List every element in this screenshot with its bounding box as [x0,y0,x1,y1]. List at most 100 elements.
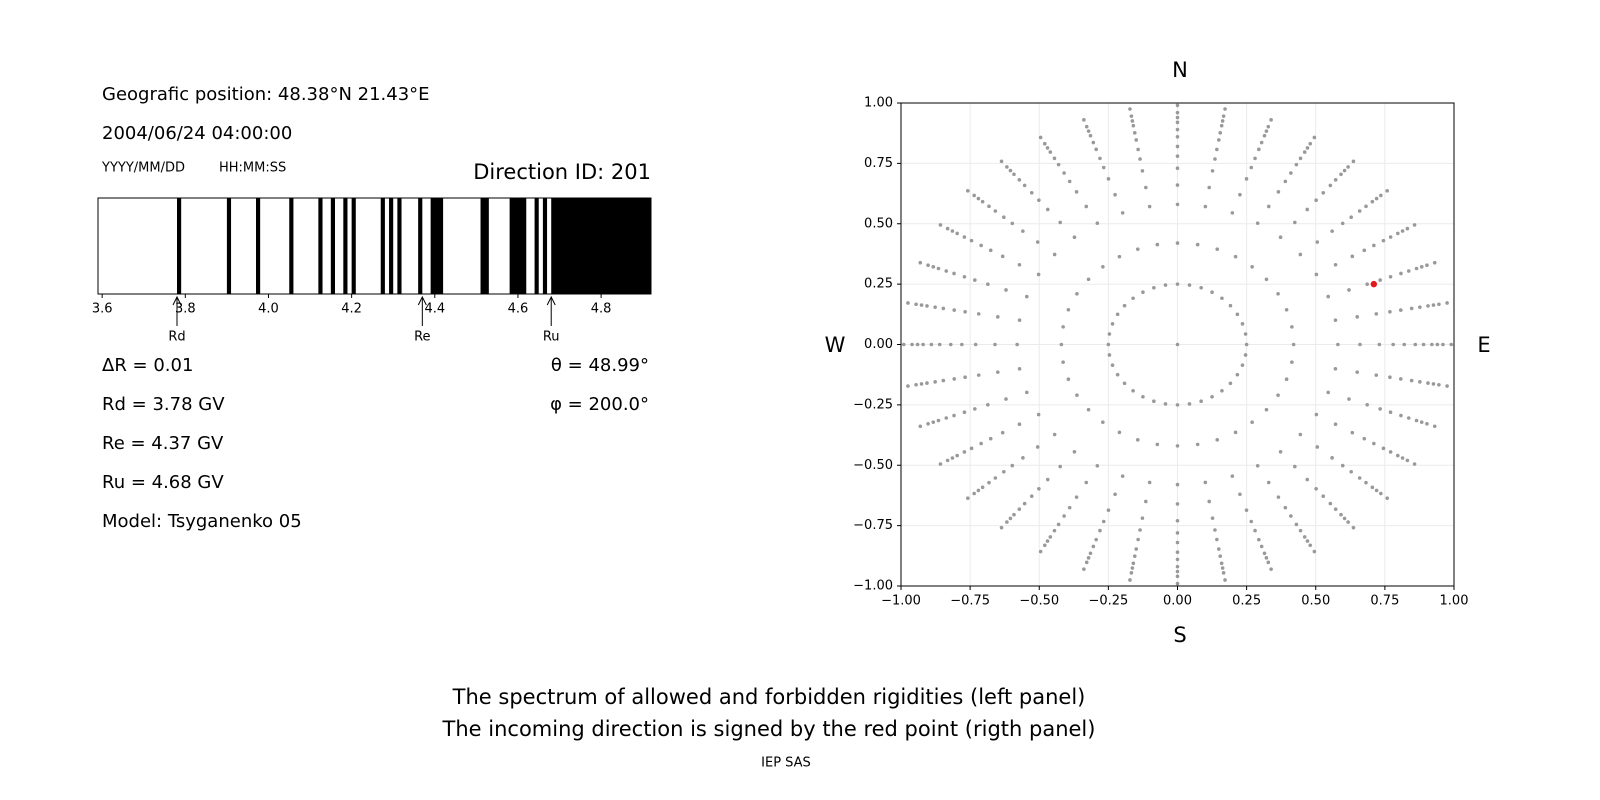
rd-value: Rd = 3.78 GV [102,394,225,415]
forbidden-band [289,198,294,294]
grid-point [1253,156,1257,161]
grid-point [980,199,985,204]
grid-point [1357,476,1362,480]
forbidden-band [380,198,385,294]
grid-point [1131,296,1135,301]
grid-point [1385,496,1389,500]
y-tick-label: 0.75 [864,156,893,171]
grid-point [1418,305,1422,309]
grid-point [1220,566,1225,570]
grid-point [1175,518,1180,523]
grid-point [962,274,967,279]
grid-point [1084,480,1089,485]
grid-point [1276,190,1281,194]
plot-frame [900,102,1455,587]
y-tick-label: −0.25 [853,397,893,412]
grid-point [962,235,967,239]
grid-point [1101,420,1105,424]
caption: The incoming direction is signed by the … [442,717,1096,741]
grid-point [1336,342,1340,347]
grid-point [936,266,941,271]
grid-point [1120,474,1125,478]
grid-point [1269,118,1273,122]
grid-point [1249,165,1254,170]
grid-point [1278,235,1283,240]
grid-point [1035,240,1040,244]
grid-point [1107,332,1112,336]
grid-point [1395,453,1400,458]
grid-point [1302,150,1307,154]
grid-point [1305,477,1310,482]
grid-point [1437,302,1441,307]
grid-point [1293,220,1297,225]
grid-point [1132,554,1137,558]
grid-point [1203,204,1208,209]
grid-point [1290,360,1294,364]
marker-label: Rd [168,330,185,345]
grid-point [1098,156,1102,161]
grid-point [1264,407,1269,412]
grid-point [1175,135,1180,139]
grid-point [1152,285,1156,290]
grid-point [1377,342,1382,347]
grid-point [1061,360,1065,364]
grid-point [1351,159,1356,164]
grid-point [1141,290,1145,295]
grid-point [1163,402,1168,406]
forbidden-band [551,198,651,294]
grid-point [973,342,978,347]
grid-point [1045,477,1050,482]
grid-point [1175,110,1180,115]
grid-point [1355,370,1360,374]
grid-point [1223,107,1227,111]
grid-point [1432,260,1437,265]
grid-point [1128,578,1132,582]
grid-point [1117,430,1122,435]
grid-point [1388,274,1393,279]
grid-point [1342,516,1347,521]
grid-point [1370,485,1375,490]
grid-point [1215,438,1220,442]
caption: The spectrum of allowed and forbidden ri… [452,685,1086,709]
grid-point [988,248,993,253]
forbidden-band [397,198,402,294]
grid-point [1072,449,1077,454]
marker-arrowhead [172,295,182,306]
grid-point [1418,380,1422,384]
grid-point [1155,242,1160,247]
grid-point [1405,458,1410,463]
grid-point [1326,390,1330,395]
grid-point [1017,263,1022,267]
grid-point [1218,131,1223,135]
grid-point [1228,381,1233,386]
grid-point [1249,519,1254,524]
grid-point [976,488,981,493]
grid-point [1136,147,1140,152]
grid-point [1409,378,1414,383]
x-tick-label: 0.00 [1163,594,1192,609]
grid-point [1399,271,1403,276]
grid-point [1405,226,1410,231]
marker-label: Re [414,330,430,345]
grid-point [1163,283,1168,287]
grid-point [936,418,941,423]
grid-point [906,301,910,305]
grid-point [1264,277,1269,282]
grid-point [1131,561,1136,566]
grid-point [1358,342,1362,347]
grid-point [1266,204,1271,209]
grid-point [1294,522,1299,527]
grid-point [1220,296,1224,301]
grid-point [1106,177,1111,181]
grid-point [1339,512,1343,517]
grid-point [901,342,906,347]
grid-point [921,342,925,347]
grid-point [1175,502,1180,506]
grid-point [1021,456,1025,460]
grid-point [1340,221,1345,226]
grid-point [1066,377,1071,381]
grid-point [1315,445,1320,449]
grid-point [979,441,983,446]
grid-point [1036,272,1041,277]
